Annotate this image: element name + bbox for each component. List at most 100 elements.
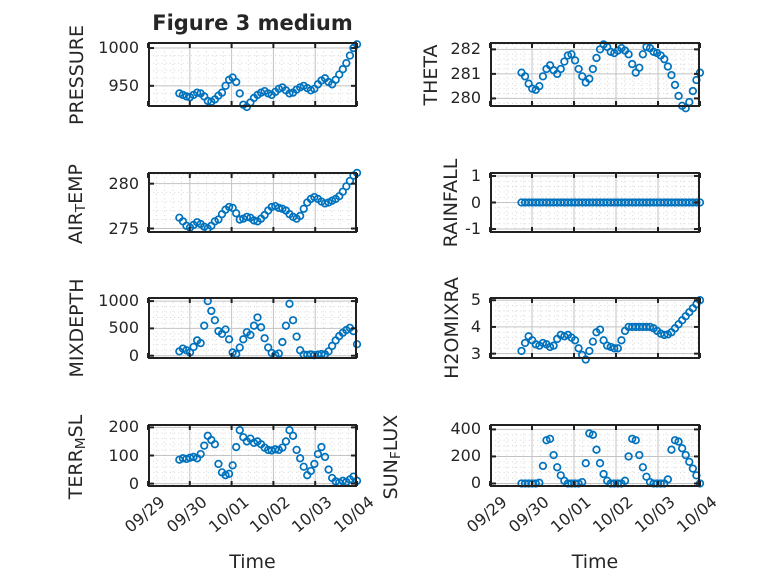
marker: [281, 321, 291, 330]
xlabel-time-right: Time: [571, 551, 619, 573]
marker: [520, 72, 530, 81]
ytick-label-terr_msl: 0: [128, 473, 139, 493]
ytick-label-rainfall: 1: [470, 165, 481, 185]
subplot-h2omixra: 3 4 5 H2OMIXRA: [441, 277, 705, 379]
marker: [635, 450, 644, 460]
marker: [196, 449, 205, 459]
marker: [221, 81, 230, 90]
marker: [681, 104, 690, 113]
marker: [595, 325, 605, 334]
marker: [613, 344, 623, 353]
plot-box: [148, 172, 357, 233]
subplot-terr_msl: 0 100 200 09/29 09/30 10/01 10/02 10/03 10/04 TER…: [65, 414, 378, 536]
minor-grid: [491, 425, 699, 486]
plot-box: [490, 297, 700, 359]
data-markers: [517, 198, 705, 207]
ytick-label-theta: 280: [450, 88, 481, 108]
subplot-sun_flux: 0 200 400 09/29 09/30 10/01 10/02 10/03 10/04 SUN…: [380, 414, 721, 536]
subplot-air_temp: 275 280 AIRTEMP: [65, 163, 362, 244]
marker: [581, 355, 590, 364]
ytick-label-mixdepth: 0: [128, 345, 139, 365]
marker: [285, 299, 294, 308]
minor-grid: [149, 173, 356, 232]
marker: [274, 203, 283, 213]
marker: [320, 199, 330, 208]
ytick-label-h2omixra: 5: [470, 290, 481, 310]
plot-area-pressure: [147, 40, 362, 112]
marker: [214, 459, 223, 469]
major-grid: [491, 425, 699, 486]
axis-ticks: [147, 173, 358, 232]
marker: [320, 452, 330, 462]
marker: [285, 89, 294, 98]
marker: [677, 444, 687, 453]
marker: [588, 337, 598, 346]
data-markers: [175, 426, 362, 487]
ylabel-subscript: M: [73, 436, 90, 449]
plot-area-sun_flux: [489, 424, 705, 488]
ytick-label-rainfall: 0: [470, 192, 481, 212]
ytick-label-air_temp: 280: [108, 173, 139, 193]
marker: [570, 336, 580, 345]
ytick-label-mixdepth: 1000: [98, 291, 139, 311]
marker: [631, 436, 640, 445]
ylabel-subscript: F: [388, 450, 405, 459]
axis-ticks: [147, 43, 358, 106]
marker: [288, 316, 298, 325]
marker: [310, 459, 319, 469]
ytick-label-h2omixra: 4: [470, 316, 481, 336]
ytick-label-mixdepth: 500: [108, 318, 139, 338]
marker: [288, 431, 298, 440]
ylabel-text: EMP: [65, 163, 87, 204]
marker: [617, 336, 626, 345]
marker: [670, 80, 680, 90]
ytick-label-rainfall: -1: [465, 219, 481, 239]
marker: [581, 459, 590, 468]
marker: [549, 450, 558, 460]
axis-ticks: [489, 43, 701, 106]
plot-area-terr_msl: [147, 424, 362, 487]
marker: [217, 88, 227, 97]
ylabel-sun_flux: SUNFLUX: [379, 347, 405, 567]
ylabel-text: LUX: [380, 414, 402, 451]
marker: [324, 465, 333, 474]
marker: [620, 476, 630, 485]
ylabel-text: H2OMIXRA: [441, 277, 463, 379]
marker: [299, 204, 308, 213]
marker: [338, 65, 347, 74]
ylabel-text: SL: [65, 414, 87, 437]
marker: [224, 469, 234, 478]
marker: [610, 344, 619, 353]
marker: [281, 437, 291, 446]
marker: [553, 463, 562, 472]
marker: [520, 338, 530, 348]
marker: [278, 337, 287, 347]
marker: [585, 346, 594, 356]
axis-ticks: [489, 173, 701, 232]
xlabel-time-left: Time: [229, 551, 276, 573]
ytick-label-sun_flux: 400: [450, 419, 481, 439]
marker: [299, 462, 308, 471]
marker: [574, 344, 583, 353]
ytick-label-h2omixra: 3: [470, 343, 481, 363]
marker: [545, 434, 555, 444]
marker: [599, 469, 608, 479]
axis-ticks: [489, 298, 701, 358]
marker: [628, 59, 637, 69]
marker: [674, 437, 683, 446]
marker: [567, 50, 576, 59]
data-markers: [517, 296, 705, 364]
marker: [224, 335, 234, 344]
plot-area-air_temp: [147, 168, 362, 233]
marker: [253, 313, 262, 322]
plot-area-rainfall: [489, 172, 705, 233]
marker: [285, 426, 294, 435]
data-markers: [175, 168, 362, 233]
marker: [681, 450, 690, 460]
marker: [663, 475, 673, 484]
marker: [210, 316, 220, 325]
marker: [517, 346, 526, 356]
axis-ticks: [489, 425, 701, 486]
minor-grid: [149, 425, 356, 486]
data-markers: [517, 40, 705, 113]
